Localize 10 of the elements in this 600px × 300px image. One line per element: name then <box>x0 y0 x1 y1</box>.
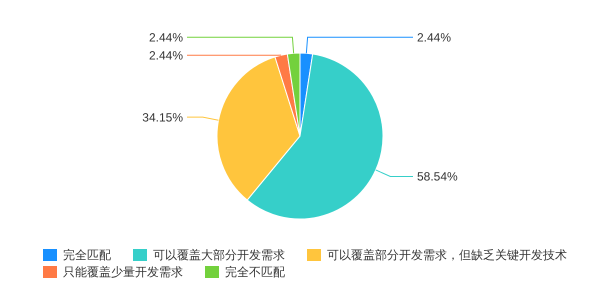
data-label: 34.15% <box>142 110 184 124</box>
legend-label: 可以覆盖部分开发需求，但缺乏关键开发技术 <box>327 248 567 262</box>
legend-label: 完全匹配 <box>63 248 111 262</box>
legend-label: 完全不匹配 <box>225 265 285 280</box>
data-label: 58.54% <box>417 170 458 184</box>
legend-label: 只能覆盖少量开发需求 <box>63 265 183 280</box>
data-label: 2.44% <box>148 30 184 44</box>
data-label: 2.44% <box>148 48 184 62</box>
legend-label: 可以覆盖大部分开发需求 <box>153 248 285 262</box>
data-label: 2.44% <box>417 30 452 44</box>
